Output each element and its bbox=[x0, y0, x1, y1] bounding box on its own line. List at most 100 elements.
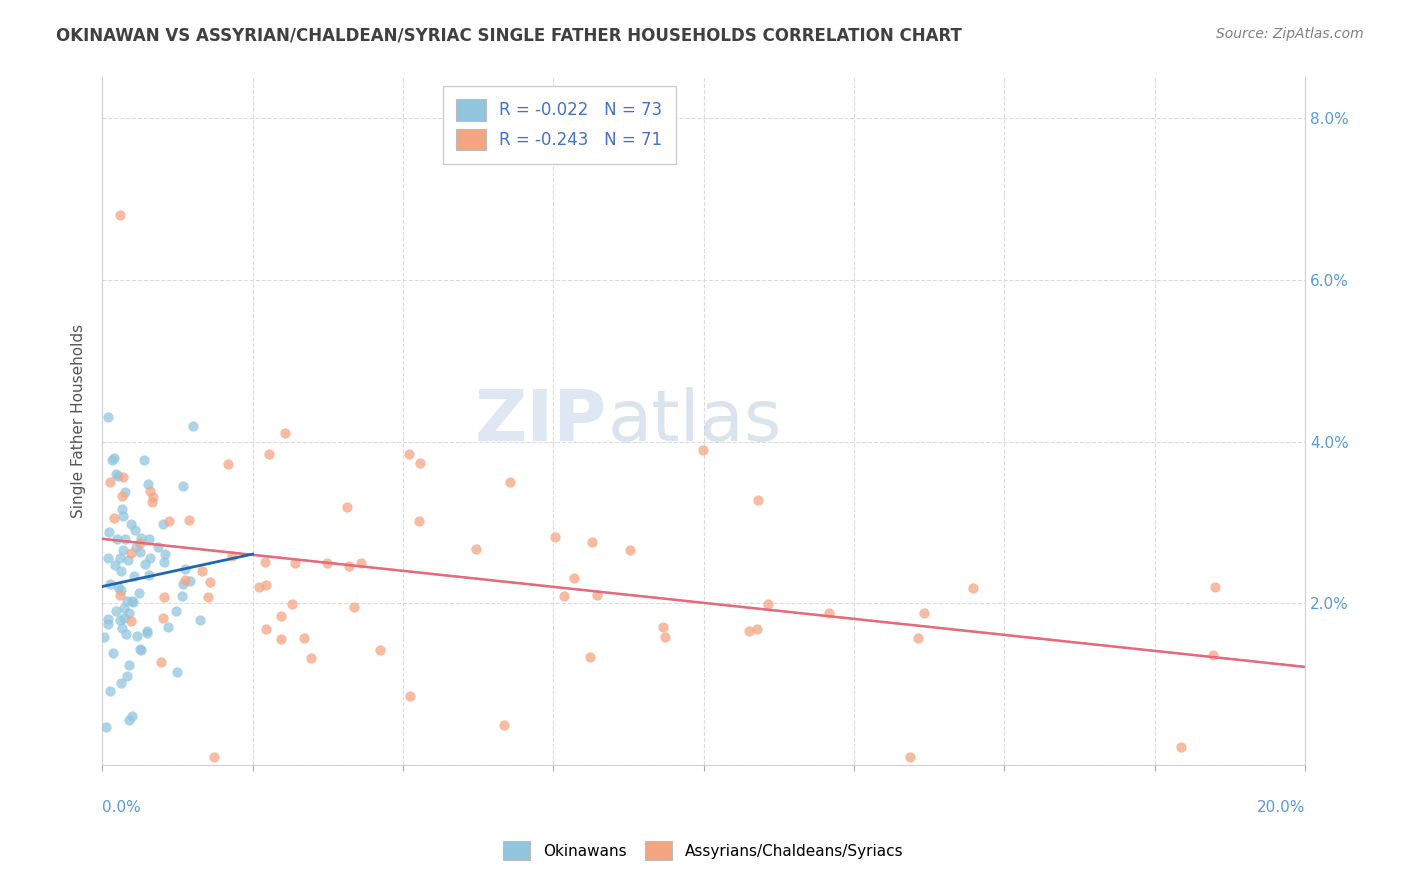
Point bbox=[97, 616, 120, 631]
Point bbox=[129, 642, 152, 657]
Point bbox=[398, 447, 420, 461]
Point bbox=[111, 502, 134, 516]
Point bbox=[111, 509, 134, 524]
Point bbox=[399, 689, 422, 703]
Point bbox=[172, 577, 194, 591]
Point bbox=[97, 551, 120, 566]
Point bbox=[254, 622, 277, 636]
Point bbox=[114, 532, 136, 546]
Point bbox=[652, 620, 675, 634]
Point bbox=[654, 630, 676, 644]
Point bbox=[368, 642, 391, 657]
Point bbox=[585, 588, 607, 602]
Point bbox=[174, 562, 197, 576]
Point bbox=[141, 495, 163, 509]
Point bbox=[292, 631, 315, 645]
Point bbox=[745, 622, 768, 636]
Point bbox=[157, 514, 180, 528]
Point bbox=[153, 555, 176, 569]
Point bbox=[221, 549, 243, 563]
Point bbox=[115, 594, 138, 608]
Point bbox=[120, 614, 142, 628]
Point bbox=[97, 524, 120, 539]
Point bbox=[112, 610, 135, 624]
Point bbox=[157, 620, 180, 634]
Point bbox=[494, 718, 516, 732]
Point bbox=[336, 500, 359, 515]
Point bbox=[128, 586, 150, 600]
Point bbox=[146, 541, 169, 555]
Point bbox=[98, 475, 121, 489]
Point bbox=[108, 550, 131, 565]
Point bbox=[409, 457, 432, 471]
Point bbox=[581, 534, 603, 549]
Point bbox=[98, 576, 121, 591]
Point bbox=[108, 588, 131, 602]
Legend: Okinawans, Assyrians/Chaldeans/Syriacs: Okinawans, Assyrians/Chaldeans/Syriacs bbox=[496, 835, 910, 866]
Point bbox=[104, 467, 127, 482]
Point bbox=[125, 629, 148, 643]
Point bbox=[1204, 580, 1226, 594]
Point bbox=[499, 475, 522, 489]
Point bbox=[124, 523, 146, 537]
Point bbox=[121, 594, 143, 608]
Point bbox=[153, 547, 176, 561]
Point bbox=[1170, 740, 1192, 755]
Point bbox=[692, 443, 714, 458]
Point bbox=[103, 511, 125, 525]
Point bbox=[166, 665, 188, 679]
Point bbox=[1202, 648, 1225, 662]
Point bbox=[165, 604, 187, 618]
Point bbox=[315, 556, 337, 570]
Point bbox=[108, 614, 131, 628]
Point bbox=[756, 597, 779, 611]
Point bbox=[149, 656, 172, 670]
Point bbox=[579, 650, 602, 665]
Point bbox=[152, 516, 174, 531]
Point bbox=[962, 581, 984, 595]
Point bbox=[111, 621, 134, 635]
Point bbox=[138, 477, 160, 491]
Point bbox=[253, 555, 276, 569]
Point bbox=[191, 564, 214, 578]
Legend: R = -0.022   N = 73, R = -0.243   N = 71: R = -0.022 N = 73, R = -0.243 N = 71 bbox=[443, 86, 676, 163]
Point bbox=[121, 709, 143, 723]
Point bbox=[136, 624, 159, 638]
Point bbox=[101, 453, 124, 467]
Point bbox=[110, 676, 132, 690]
Text: atlas: atlas bbox=[607, 387, 782, 456]
Point bbox=[188, 613, 211, 627]
Point bbox=[270, 632, 292, 646]
Point bbox=[117, 553, 139, 567]
Point bbox=[120, 516, 142, 531]
Point bbox=[907, 631, 929, 645]
Point bbox=[111, 489, 134, 503]
Point bbox=[118, 713, 141, 727]
Point bbox=[115, 626, 138, 640]
Point bbox=[110, 208, 132, 222]
Point bbox=[818, 606, 841, 620]
Point bbox=[200, 575, 222, 590]
Point bbox=[408, 514, 430, 528]
Point bbox=[122, 595, 145, 609]
Point bbox=[93, 630, 115, 644]
Point bbox=[111, 469, 134, 483]
Point bbox=[912, 607, 935, 621]
Point bbox=[898, 750, 921, 764]
Point bbox=[142, 490, 165, 504]
Point bbox=[562, 572, 585, 586]
Point bbox=[104, 558, 127, 573]
Point bbox=[129, 643, 152, 657]
Point bbox=[103, 646, 125, 660]
Text: 20.0%: 20.0% bbox=[1257, 799, 1305, 814]
Point bbox=[107, 469, 129, 483]
Point bbox=[172, 478, 194, 492]
Y-axis label: Single Father Households: Single Father Households bbox=[72, 325, 86, 518]
Text: OKINAWAN VS ASSYRIAN/CHALDEAN/SYRIAC SINGLE FATHER HOUSEHOLDS CORRELATION CHART: OKINAWAN VS ASSYRIAN/CHALDEAN/SYRIAC SIN… bbox=[56, 27, 962, 45]
Point bbox=[179, 513, 201, 527]
Point bbox=[217, 457, 239, 471]
Point bbox=[110, 583, 132, 598]
Point bbox=[737, 624, 759, 639]
Point bbox=[299, 650, 322, 665]
Point bbox=[94, 720, 117, 734]
